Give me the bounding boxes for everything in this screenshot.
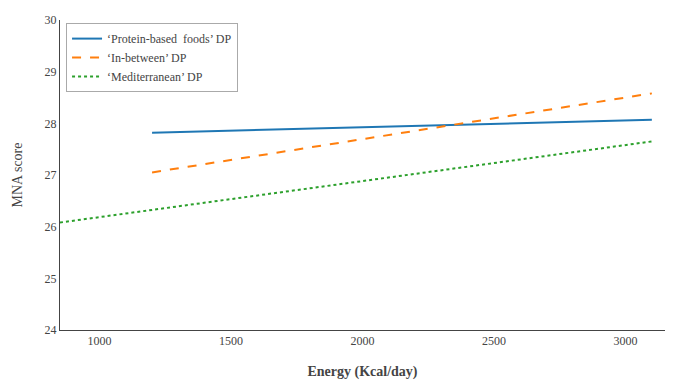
svg-text:2500: 2500 [482,334,506,348]
svg-text:‘Mediterranean’ DP: ‘Mediterranean’ DP [107,70,203,84]
svg-text:2000: 2000 [351,334,375,348]
svg-text:25: 25 [45,272,57,286]
svg-text:28: 28 [45,117,57,131]
svg-text:1000: 1000 [87,334,111,348]
svg-text:MNA score: MNA score [10,143,25,208]
svg-text:27: 27 [45,168,57,182]
svg-text:‘Protein-based foods’ DP: ‘Protein-based foods’ DP [107,32,231,46]
svg-text:Energy (Kcal/day): Energy (Kcal/day) [307,364,417,380]
svg-text:‘In-between’ DP: ‘In-between’ DP [107,51,187,65]
svg-text:24: 24 [45,323,57,337]
svg-text:26: 26 [45,220,57,234]
svg-text:30: 30 [45,13,57,27]
svg-text:29: 29 [45,65,57,79]
svg-text:1500: 1500 [219,334,243,348]
svg-text:3000: 3000 [614,334,638,348]
